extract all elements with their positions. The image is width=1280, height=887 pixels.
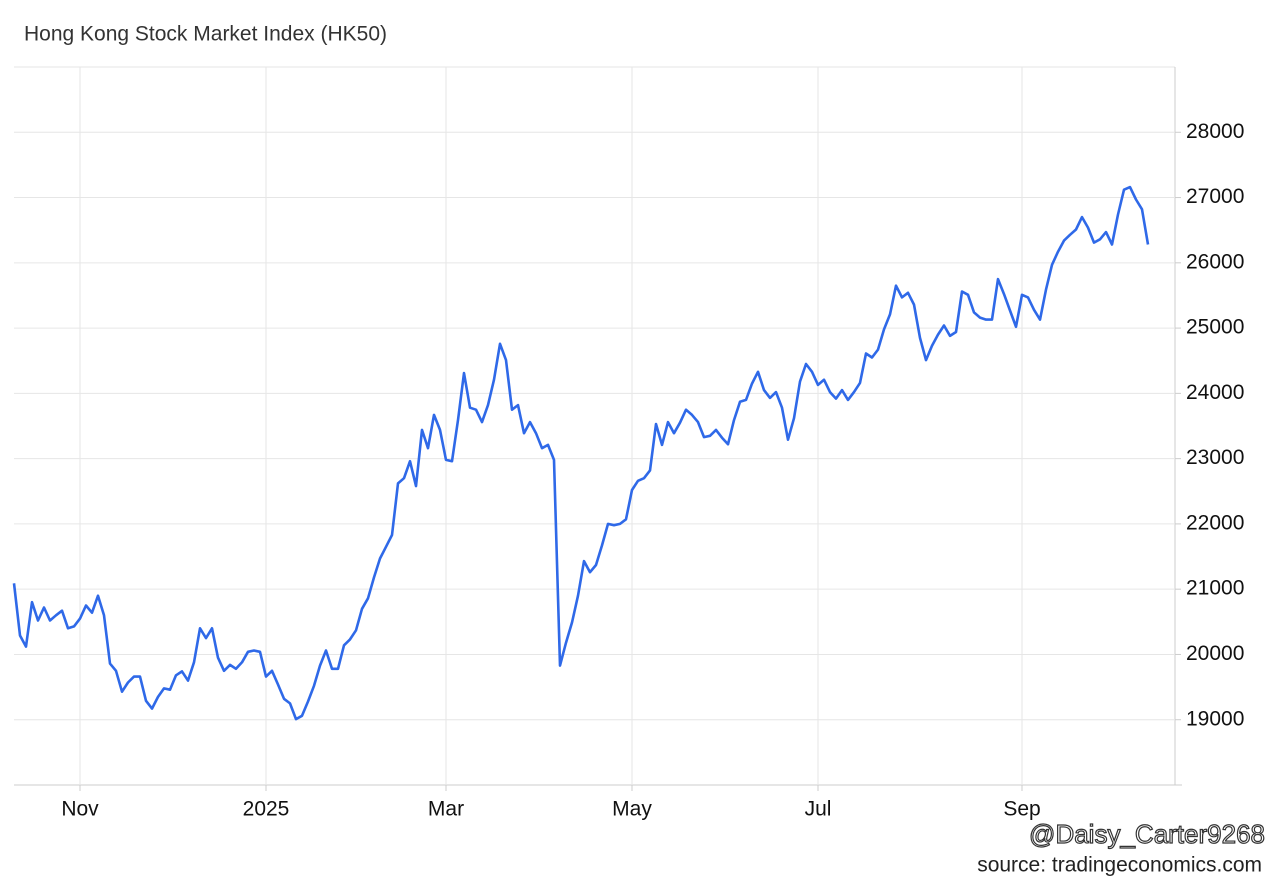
y-tick-label: 28000 [1186, 120, 1244, 143]
y-tick-label: 23000 [1186, 446, 1244, 469]
chart-title: Hong Kong Stock Market Index (HK50) [24, 23, 387, 46]
x-tick-label: Mar [428, 798, 464, 821]
x-tick-label: Sep [1003, 798, 1040, 821]
x-tick-label: 2025 [243, 798, 290, 821]
y-tick-label: 22000 [1186, 511, 1244, 534]
y-tick-label: 19000 [1186, 707, 1244, 730]
x-tick-label: May [612, 798, 652, 821]
source: source: tradingeconomics.com [977, 854, 1262, 877]
x-tick-label: Jul [805, 798, 832, 821]
y-tick-label: 21000 [1186, 577, 1244, 600]
x-tick-label: Nov [61, 798, 99, 821]
y-tick-label: 26000 [1186, 250, 1244, 273]
y-tick-label: 25000 [1186, 316, 1244, 339]
y-tick-label: 20000 [1186, 642, 1244, 665]
line-series [12, 185, 1150, 721]
watermark: @Daisy_Carter9268 [1029, 819, 1265, 849]
y-tick-label: 27000 [1186, 185, 1244, 208]
y-tick-label: 24000 [1186, 381, 1244, 404]
